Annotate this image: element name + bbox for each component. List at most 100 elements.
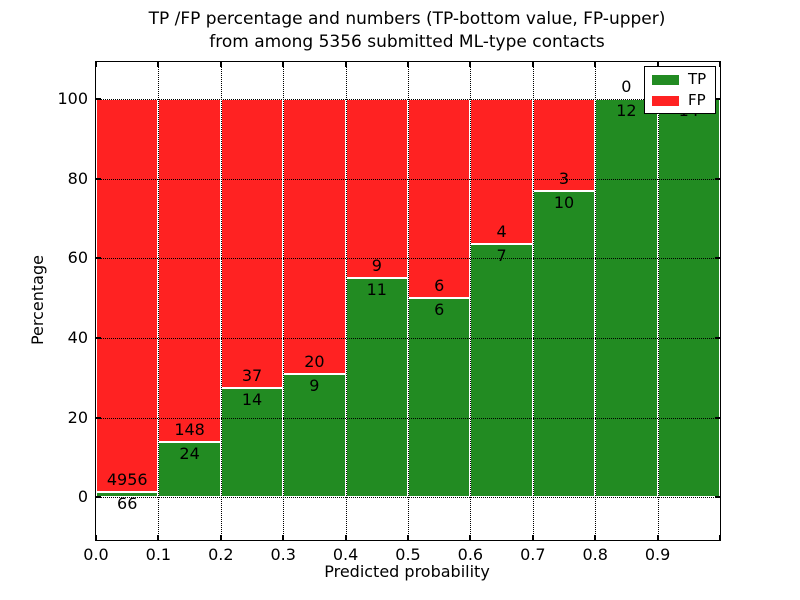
value-label-fp-5: 6 xyxy=(434,276,445,296)
gridline-vertical xyxy=(657,62,659,540)
y-tick-label: 20 xyxy=(67,407,88,427)
x-tick-mark xyxy=(95,535,97,540)
bar-segment-fp-2 xyxy=(220,99,284,388)
legend-item-tp: TP xyxy=(652,72,706,87)
gridline-horizontal xyxy=(96,417,720,419)
y-tick-mark xyxy=(96,257,101,260)
x-tick-mark xyxy=(157,535,160,540)
gridline-vertical xyxy=(470,62,472,540)
x-tick-mark xyxy=(344,535,347,540)
value-label-tp-8: 12 xyxy=(616,101,637,121)
x-tick-mark xyxy=(594,535,597,540)
y-axis-label: Percentage xyxy=(28,255,47,346)
y-tick-mark xyxy=(715,177,720,180)
value-label-tp-6: 7 xyxy=(496,245,507,265)
x-tick-mark xyxy=(469,62,472,67)
gridline-vertical xyxy=(220,62,222,540)
bar-segment-tp-6 xyxy=(470,243,533,498)
bar-segment-fp-1 xyxy=(158,99,221,442)
gridline-vertical xyxy=(408,62,409,540)
x-tick-mark xyxy=(656,62,659,67)
x-tick-mark xyxy=(407,62,409,67)
x-tick-mark xyxy=(219,535,222,540)
x-tick-mark xyxy=(282,535,285,540)
bar-segment-tp-4 xyxy=(345,278,408,498)
value-label-fp-7: 3 xyxy=(558,169,570,189)
bar-segment-tp-9 xyxy=(657,99,720,498)
y-tick-label: 40 xyxy=(67,327,88,347)
bar-segment-tp-8 xyxy=(595,99,658,498)
bar-segment-fp-3 xyxy=(283,99,346,374)
y-tick-mark xyxy=(96,177,101,180)
x-tick-mark xyxy=(719,62,721,67)
x-tick-label: 0.8 xyxy=(582,545,608,564)
value-label-tp-5: 6 xyxy=(434,300,445,320)
bar-segment-fp-6 xyxy=(470,99,533,244)
x-tick-mark xyxy=(407,535,409,540)
bar-segment-fp-7 xyxy=(532,99,596,192)
value-label-fp-3: 20 xyxy=(304,351,325,371)
y-tick-mark xyxy=(96,496,101,499)
bar-segment-fp-4 xyxy=(345,99,408,279)
x-axis-label: Predicted probability xyxy=(324,562,490,581)
value-label-tp-3: 9 xyxy=(309,375,320,395)
x-tick-label: 0.5 xyxy=(395,545,421,564)
value-label-tp-1: 24 xyxy=(179,443,200,463)
x-tick-label: 0.6 xyxy=(457,545,484,564)
legend-swatch-tp-icon xyxy=(652,74,679,85)
x-tick-label: 0.7 xyxy=(520,545,546,564)
legend-label-tp: TP xyxy=(688,70,707,88)
value-label-fp-6: 4 xyxy=(496,221,507,241)
y-tick-mark xyxy=(96,98,101,101)
gridline-horizontal xyxy=(96,178,720,180)
gridline-vertical xyxy=(345,62,347,540)
value-label-tp-7: 10 xyxy=(553,193,575,213)
y-tick-mark xyxy=(715,257,720,260)
legend-item-fp: FP xyxy=(652,93,706,108)
value-label-fp-0: 4956 xyxy=(106,469,148,489)
x-tick-mark xyxy=(594,62,597,67)
x-tick-label: 0.3 xyxy=(270,545,296,564)
y-tick-mark xyxy=(96,416,101,419)
x-tick-label: 0.1 xyxy=(145,545,172,564)
gridline-vertical xyxy=(158,62,160,540)
x-tick-mark xyxy=(469,535,472,540)
bar-segment-tp-0 xyxy=(96,491,159,498)
value-label-fp-2: 37 xyxy=(241,365,263,385)
plot-area: 49566614824371420991166473100120140.00.1… xyxy=(57,61,721,564)
x-tick-mark xyxy=(719,535,721,540)
gridline-horizontal xyxy=(96,99,720,101)
x-tick-mark xyxy=(157,62,160,67)
value-label-fp-4: 9 xyxy=(371,256,382,276)
bar-segment-tp-2 xyxy=(220,387,284,498)
chart-title: TP /FP percentage and numbers (TP-bottom… xyxy=(95,8,719,54)
y-tick-label: 80 xyxy=(67,168,88,188)
x-tick-mark xyxy=(344,62,347,67)
x-tick-label: 0.0 xyxy=(83,545,109,564)
chart-title-line1: TP /FP percentage and numbers (TP-bottom… xyxy=(148,9,666,29)
legend-label-fp: FP xyxy=(688,91,706,109)
bar-segment-tp-5 xyxy=(408,298,471,498)
gridline-vertical xyxy=(532,62,534,540)
value-label-tp-0: 66 xyxy=(117,493,138,513)
x-tick-mark xyxy=(95,62,97,67)
value-label-fp-8: 0 xyxy=(621,77,632,97)
value-label-tp-2: 14 xyxy=(241,389,263,409)
x-tick-mark xyxy=(219,62,222,67)
bar-segment-fp-0 xyxy=(96,99,159,492)
x-tick-mark xyxy=(531,62,534,67)
x-tick-label: 0.9 xyxy=(644,545,671,564)
x-tick-mark xyxy=(656,535,659,540)
gridline-horizontal xyxy=(96,497,720,499)
legend: TP FP xyxy=(644,66,717,114)
y-tick-label: 100 xyxy=(57,89,88,109)
y-tick-mark xyxy=(715,496,720,499)
x-tick-label: 0.2 xyxy=(208,545,234,564)
legend-swatch-fp-icon xyxy=(652,95,679,106)
y-tick-label: 60 xyxy=(67,248,88,268)
y-tick-mark xyxy=(715,336,720,339)
x-tick-mark xyxy=(531,535,534,540)
value-label-fp-1: 148 xyxy=(174,419,205,439)
gridline-horizontal xyxy=(96,258,720,260)
